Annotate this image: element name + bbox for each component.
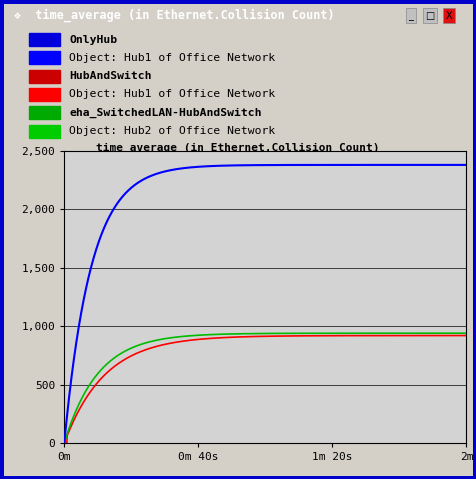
Text: ❖  time_average (in Ethernet.Collision Count): ❖ time_average (in Ethernet.Collision Co…	[14, 9, 335, 22]
Text: Object: Hub1 of Office Network: Object: Hub1 of Office Network	[69, 53, 275, 63]
Text: Object: Hub2 of Office Network: Object: Hub2 of Office Network	[69, 126, 275, 136]
Text: X: X	[446, 11, 452, 21]
Bar	[29, 69, 60, 83]
Bar	[29, 106, 60, 119]
Text: HubAndSwitch: HubAndSwitch	[69, 71, 151, 81]
Text: _: _	[408, 11, 413, 21]
Bar	[29, 51, 60, 65]
Text: time_average (in Ethernet.Collision Count): time_average (in Ethernet.Collision Coun…	[96, 143, 380, 153]
Bar	[29, 88, 60, 101]
Text: Object: Hub1 of Office Network: Object: Hub1 of Office Network	[69, 90, 275, 100]
Bar	[29, 125, 60, 138]
Text: eha_SwitchedLAN-HubAndSwitch: eha_SwitchedLAN-HubAndSwitch	[69, 108, 261, 118]
Text: OnlyHub: OnlyHub	[69, 34, 117, 45]
Text: □: □	[425, 11, 435, 21]
Bar	[29, 33, 60, 46]
